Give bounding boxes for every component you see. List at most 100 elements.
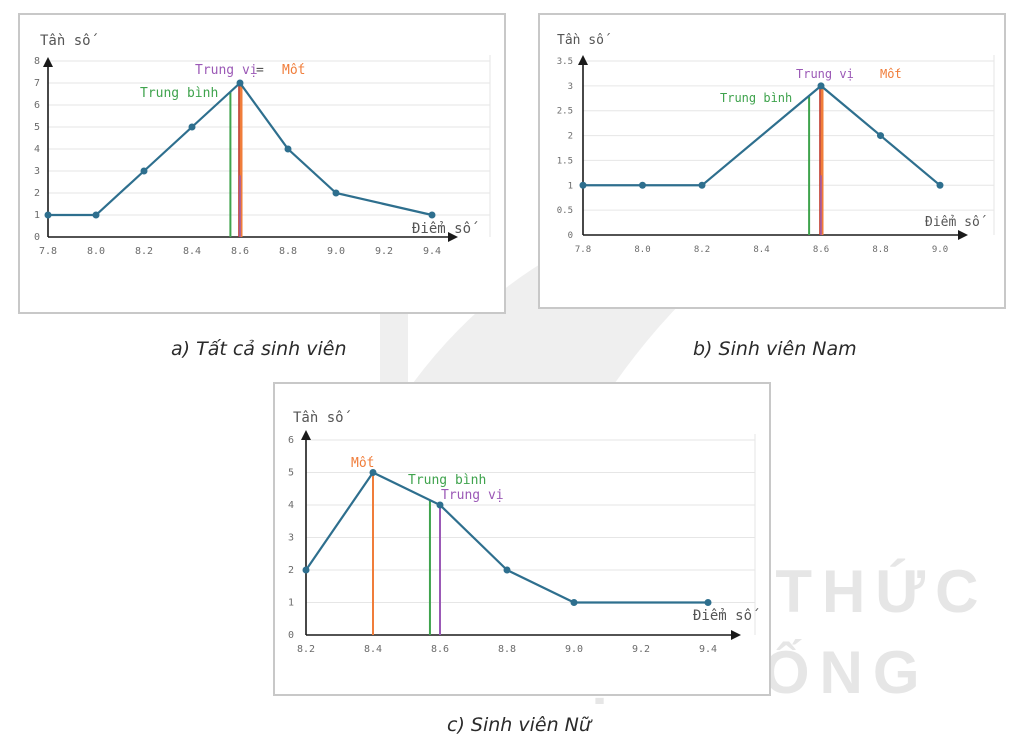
y-tick-label: 0 (34, 232, 40, 243)
x-axis-title: Điểm số (925, 215, 987, 230)
data-point (284, 145, 292, 153)
mean-label: Trung bình (720, 91, 792, 105)
mean-label: Trung bình (408, 473, 486, 488)
chart-panel-male-students: 0 0.5 1 1.5 2 2.5 3 3.5 7.8 8.0 8.2 8.4 8.6 8.8 9.0 Tần… (538, 13, 1006, 309)
y-tick-label: 6 (288, 435, 294, 446)
y-tick-label: 4 (34, 144, 40, 155)
x-tick-label: 9.2 (632, 644, 650, 655)
x-tick-label: 8.4 (364, 644, 382, 655)
x-tick-label: 7.8 (39, 246, 57, 257)
y-axis-arrow-icon (43, 57, 53, 67)
series-line (48, 81, 433, 217)
y-tick-label: 1 (34, 210, 40, 221)
median-label: Trung vị (796, 67, 854, 81)
mode-label: Mốt (880, 67, 902, 81)
chart-male-students: 0 0.5 1 1.5 2 2.5 3 3.5 7.8 8.0 8.2 8.4 8.6 8.8 9.0 Tần… (557, 33, 995, 255)
x-tick-label: 8.0 (634, 245, 650, 255)
mode-label: Mốt (282, 63, 305, 78)
x-tick-label: 9.0 (565, 644, 583, 655)
data-point (817, 82, 825, 90)
chart-all-students: 0 1 2 3 4 5 6 7 8 7.8 8.0 8.2 8.4 8.6 8.8 9.0 9.2 9.4 Tần … (34, 33, 491, 257)
data-point (369, 469, 377, 476)
y-tick-label: 0.5 (557, 206, 573, 216)
y-tick-label: 1.5 (557, 156, 573, 166)
y-tick-label: 0 (288, 630, 294, 641)
x-tick-label: 7.8 (575, 245, 591, 255)
data-point (704, 599, 712, 606)
caption-male-students: b) Sinh viên Nam (693, 338, 857, 360)
x-axis-title: Điểm số (693, 608, 759, 624)
data-point (570, 599, 578, 606)
x-tick-label: 8.2 (135, 246, 153, 257)
caption-female-students: c) Sinh viên Nữ (447, 714, 591, 736)
mean-label: Trung bình (140, 86, 218, 101)
y-axis-arrow-icon (578, 55, 588, 65)
data-point (503, 566, 511, 574)
mode-label: Mốt (351, 456, 374, 471)
y-tick-label: 1 (568, 181, 573, 191)
x-tick-label: 8.2 (297, 644, 315, 655)
y-tick-label: 3 (288, 533, 294, 544)
data-point (302, 566, 310, 574)
x-tick-label: 8.8 (872, 245, 888, 255)
x-tick-label: 8.8 (498, 644, 516, 655)
y-tick-label: 2 (288, 565, 294, 576)
median-label: Trung vị (441, 488, 504, 503)
y-tick-label: 0 (568, 231, 573, 241)
y-tick-label: 2.5 (557, 107, 573, 117)
y-tick-label: 5 (34, 122, 40, 133)
y-tick-label: 3.5 (557, 57, 573, 67)
x-tick-label: 9.0 (932, 245, 948, 255)
x-axis-arrow-icon (448, 232, 458, 242)
x-axis-arrow-icon (731, 630, 741, 640)
y-axis-title: Tần số (557, 33, 611, 48)
data-point (92, 211, 100, 219)
data-point (140, 167, 148, 175)
data-point (188, 123, 196, 131)
x-tick-label: 8.2 (694, 245, 710, 255)
x-axis-arrow-icon (958, 230, 968, 240)
x-tick-label: 9.2 (375, 246, 393, 257)
y-tick-label: 1 (288, 598, 294, 609)
y-tick-label: 2 (34, 188, 40, 199)
y-tick-label: 3 (568, 82, 573, 92)
x-tick-label: 8.6 (813, 245, 829, 255)
data-point (877, 132, 884, 140)
y-tick-label: 3 (34, 166, 40, 177)
equals-label: = (256, 63, 264, 78)
x-tick-label: 8.8 (279, 246, 297, 257)
y-tick-label: 6 (34, 100, 40, 111)
y-axis-title: Tần số (40, 33, 98, 49)
y-tick-label: 5 (288, 468, 294, 479)
chart-panel-all-students: 0 1 2 3 4 5 6 7 8 7.8 8.0 8.2 8.4 8.6 8.8 9.0 9.2 9.4 Tần … (18, 13, 506, 314)
caption-all-students: a) Tất cả sinh viên (171, 338, 347, 360)
data-point (44, 211, 52, 219)
data-point (436, 501, 444, 509)
data-point (936, 181, 944, 189)
x-tick-label: 8.4 (183, 246, 201, 257)
data-point (698, 181, 706, 189)
chart-female-students: 0 1 2 3 4 5 6 8.2 8.4 8.6 8.8 9.0 9.2 9.4 Tần số Điểm s… (288, 410, 759, 655)
x-tick-label: 8.6 (431, 644, 449, 655)
data-point (639, 181, 646, 189)
y-axis-title: Tần số (293, 410, 351, 426)
data-point (332, 189, 340, 197)
y-axis-arrow-icon (301, 430, 311, 440)
x-tick-label: 8.6 (231, 246, 249, 257)
data-point (579, 181, 587, 189)
series-line (583, 84, 941, 187)
chart-panel-female-students: 0 1 2 3 4 5 6 8.2 8.4 8.6 8.8 9.0 9.2 9.4 Tần số Điểm s… (273, 382, 771, 696)
data-point (236, 79, 244, 87)
x-tick-label: 9.0 (327, 246, 345, 257)
x-tick-label: 8.0 (87, 246, 105, 257)
y-tick-label: 8 (34, 56, 40, 67)
y-tick-label: 7 (34, 78, 40, 89)
y-tick-label: 2 (568, 132, 573, 142)
x-tick-label: 9.4 (423, 246, 441, 257)
median-label: Trung vị (195, 63, 258, 78)
y-tick-label: 4 (288, 500, 294, 511)
x-axis-title: Điểm số (412, 221, 478, 237)
x-tick-label: 8.4 (753, 245, 769, 255)
x-tick-label: 9.4 (699, 644, 717, 655)
series-line (305, 471, 708, 604)
